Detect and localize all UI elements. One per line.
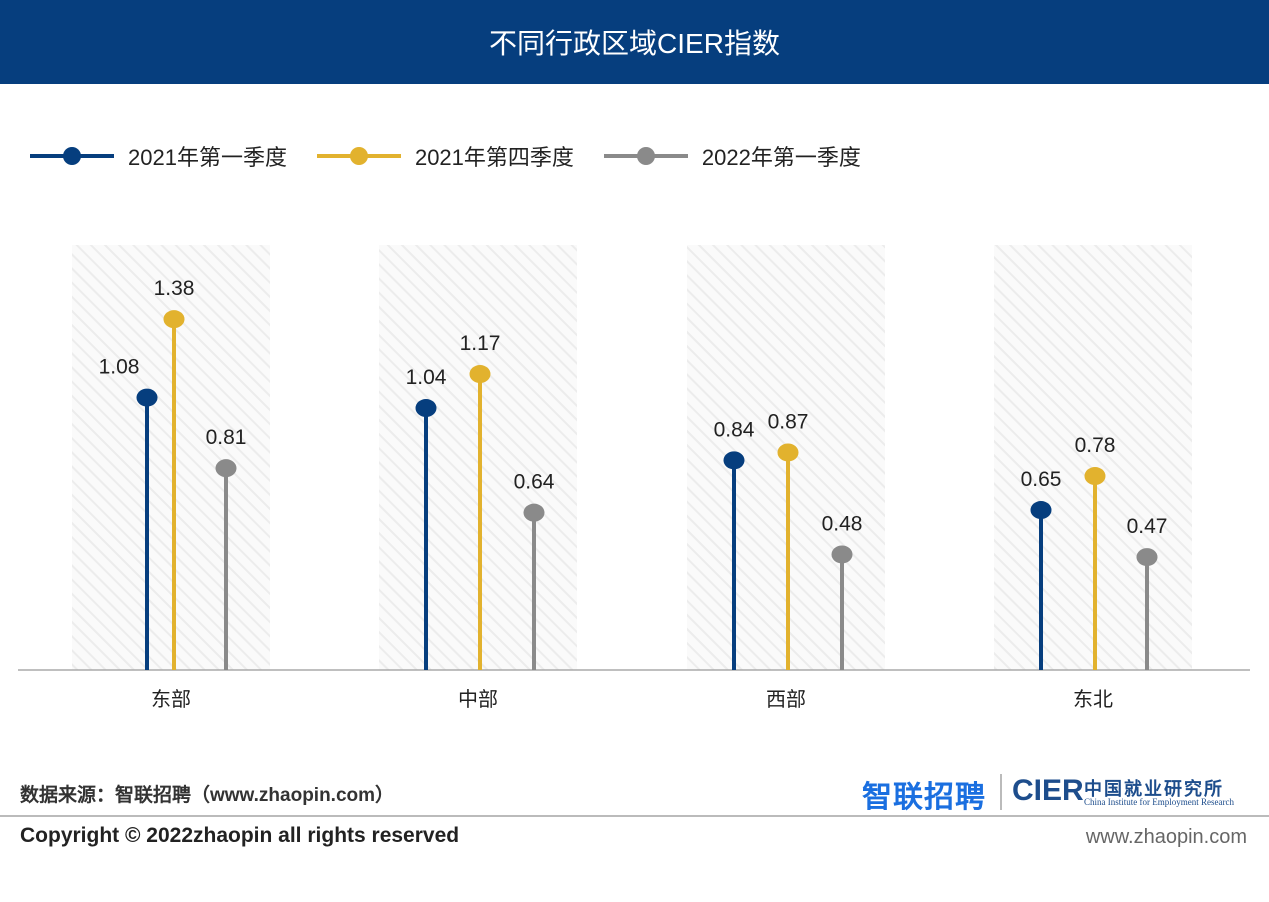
data-label: 0.65 — [1021, 468, 1062, 491]
data-label: 1.38 — [154, 277, 195, 300]
lollipop-dot — [1136, 548, 1158, 567]
footer-divider — [0, 815, 1269, 817]
cier-logo-en: China Institute for Employment Research — [1084, 797, 1234, 807]
lollipop-chart: 东部 1.08 1.38 0.81 中部 1.04 1.17 0.64 西部 0.84 0.87 0.… — [18, 245, 1250, 711]
lollipop-dot — [523, 503, 545, 522]
chart-title: 不同行政区域CIER指数 — [489, 28, 780, 59]
lollipop-dot — [723, 451, 745, 470]
legend-label: 2021年第一季度 — [128, 145, 287, 170]
legend-swatch — [30, 147, 114, 165]
category-band — [72, 245, 270, 670]
data-label: 0.87 — [768, 410, 809, 433]
lollipop-dot — [1030, 501, 1052, 520]
legend-item-2021q1: 2021年第一季度 — [30, 140, 287, 172]
legend-item-2022q1: 2022年第一季度 — [603, 140, 861, 172]
lollipop-dot — [215, 459, 237, 478]
legend-label: 2021年第四季度 — [414, 145, 574, 170]
x-tick-label: 西部 — [766, 688, 806, 711]
data-source: 数据来源：智联招聘（www.zhaopin.com） — [20, 785, 395, 806]
data-label: 0.64 — [514, 471, 555, 494]
data-label: 1.17 — [460, 332, 501, 355]
lollipop-dot — [415, 399, 437, 418]
lollipop-dot — [163, 310, 185, 329]
legend-label: 2022年第一季度 — [701, 145, 861, 170]
x-tick-label: 东北 — [1073, 688, 1113, 711]
website-url: www.zhaopin.com — [1085, 826, 1247, 848]
cier-logo: CIER — [1012, 774, 1084, 807]
data-label: 0.81 — [206, 426, 247, 449]
x-tick-label: 东部 — [151, 688, 191, 711]
chart-title-bar: 不同行政区域CIER指数 — [0, 0, 1269, 84]
data-label: 0.48 — [822, 512, 863, 535]
lollipop-dot — [1084, 467, 1106, 486]
legend-swatch — [603, 147, 688, 165]
legend: 2021年第一季度 2021年第四季度 2022年第一季度 — [30, 140, 891, 172]
lollipop-dot — [777, 443, 799, 462]
data-label: 0.78 — [1075, 434, 1116, 457]
data-label: 1.04 — [406, 366, 447, 389]
lollipop-dot — [831, 545, 853, 564]
cier-logo-cn: 中国就业研究所 — [1084, 779, 1224, 800]
zhaopin-logo: 智联招聘 — [862, 781, 986, 814]
legend-item-2021q4: 2021年第四季度 — [316, 140, 574, 172]
legend-swatch — [316, 147, 401, 165]
logo-divider — [1000, 774, 1002, 810]
lollipop-dot — [136, 388, 158, 407]
data-label: 0.84 — [714, 418, 755, 441]
data-label: 0.47 — [1127, 515, 1168, 538]
lollipop-dot — [469, 365, 491, 384]
x-tick-label: 中部 — [458, 688, 498, 711]
data-label: 1.08 — [99, 356, 140, 379]
copyright: Copyright © 2022zhaopin all rights reser… — [20, 824, 460, 847]
